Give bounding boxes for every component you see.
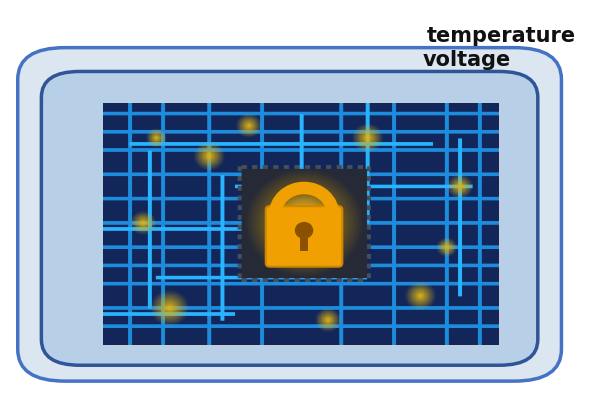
FancyBboxPatch shape [18,48,561,381]
Circle shape [295,222,313,239]
Bar [300,231,308,251]
Text: temperature: temperature [427,26,576,46]
FancyBboxPatch shape [41,71,538,365]
FancyBboxPatch shape [266,206,342,267]
Text: voltage: voltage [423,50,511,69]
FancyBboxPatch shape [103,103,499,345]
